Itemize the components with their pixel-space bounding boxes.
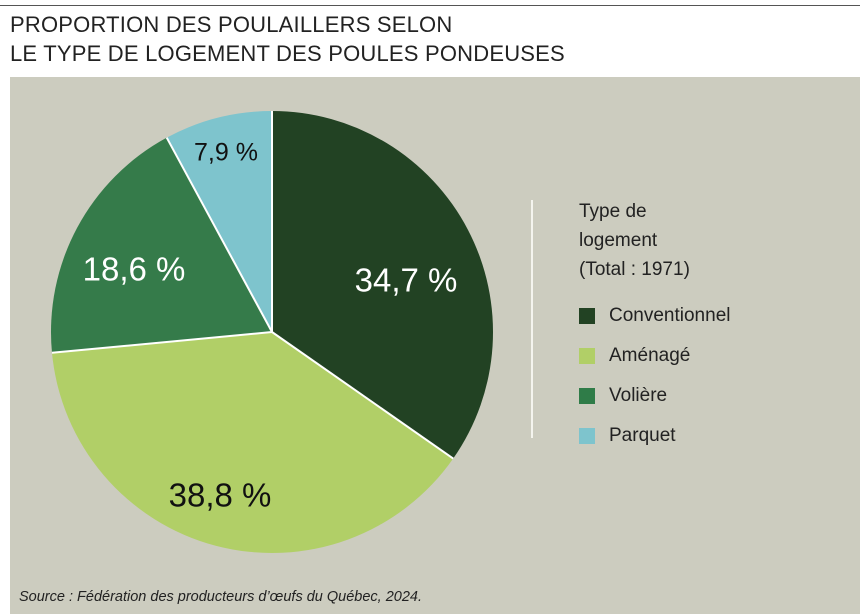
pie-separator-1 (271, 331, 454, 460)
legend-swatch-parquet (579, 428, 595, 444)
top-rule (0, 5, 860, 6)
pie-slice-parquet (166, 111, 272, 332)
legend-item-voliere: Volière (579, 376, 730, 416)
legend-label-parquet: Parquet (609, 425, 676, 446)
legend-label-conventionnel: Conventionnel (609, 305, 731, 326)
pie-separator-2 (51, 331, 273, 354)
pie-value-label-amenage: 38,8 % (169, 477, 272, 514)
legend-swatch-voliere (579, 388, 595, 404)
legend-item-conventionnel: Conventionnel (579, 296, 730, 336)
pie-slice-voliere (50, 137, 272, 353)
chart-title: PROPORTION DES POULAILLERS SELON LE TYPE… (10, 10, 565, 68)
legend-title-line-1: Type de (579, 201, 647, 222)
legend: Conventionnel Aménagé Volière Parquet (579, 296, 730, 456)
pie-value-label-conventionnel: 34,7 % (355, 262, 458, 299)
legend-divider (531, 200, 533, 438)
legend-title: Type de logement (Total : 1971) (579, 197, 779, 284)
pie-slice-conventionnel (272, 111, 494, 459)
source-note: Source : Fédération des producteurs d’œu… (19, 589, 423, 605)
chart-title-line-2: LE TYPE DE LOGEMENT DES POULES PONDEUSES (10, 41, 565, 66)
legend-title-line-3: (Total : 1971) (579, 259, 690, 280)
pie-separator-3 (165, 137, 273, 333)
legend-item-amenage: Aménagé (579, 336, 730, 376)
pie-value-label-voliere: 18,6 % (83, 251, 186, 288)
pie-slice-amenage (51, 332, 454, 554)
legend-label-amenage: Aménagé (609, 345, 691, 366)
pie-value-label-parquet: 7,9 % (194, 139, 258, 167)
legend-item-parquet: Parquet (579, 416, 730, 456)
pie-slice-labels: 34,7 % 38,8 % 18,6 % 7,9 % (83, 139, 458, 514)
pie-slices (50, 111, 494, 554)
chart-title-line-1: PROPORTION DES POULAILLERS SELON (10, 12, 453, 37)
legend-title-line-2: logement (579, 230, 658, 251)
legend-swatch-amenage (579, 348, 595, 364)
legend-swatch-conventionnel (579, 308, 595, 324)
legend-label-voliere: Volière (609, 385, 668, 406)
